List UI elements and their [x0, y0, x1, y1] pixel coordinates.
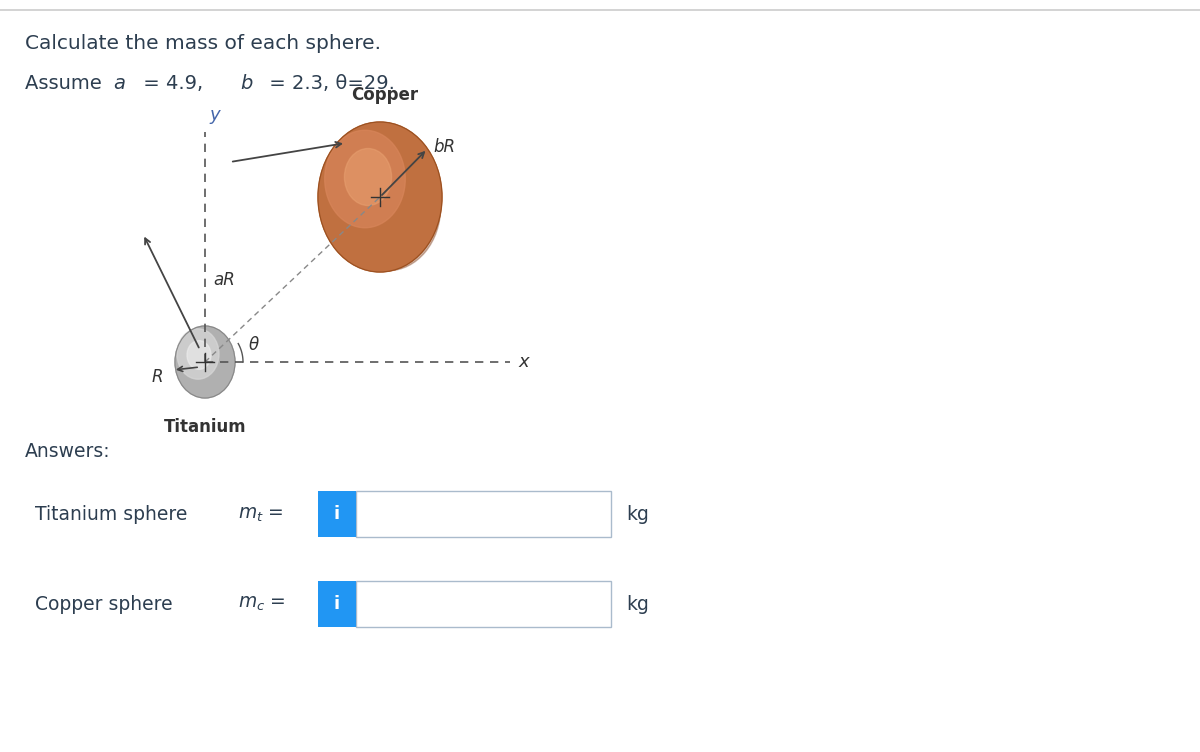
FancyBboxPatch shape [318, 491, 356, 537]
Text: a: a [113, 74, 125, 93]
Text: Assume: Assume [25, 74, 108, 93]
FancyBboxPatch shape [356, 491, 611, 537]
Text: b: b [240, 74, 252, 93]
Text: kg: kg [626, 595, 649, 614]
Text: $m_t$ =: $m_t$ = [238, 505, 283, 523]
Ellipse shape [178, 329, 218, 379]
Text: i: i [334, 505, 340, 523]
Text: y: y [209, 106, 220, 124]
Text: θ: θ [250, 336, 259, 354]
Text: = 2.3, θ=29.: = 2.3, θ=29. [263, 74, 395, 93]
Text: = 4.9,: = 4.9, [137, 74, 209, 93]
FancyBboxPatch shape [356, 581, 611, 627]
Text: aR: aR [214, 271, 235, 289]
Text: Calculate the mass of each sphere.: Calculate the mass of each sphere. [25, 34, 382, 53]
Text: Answers:: Answers: [25, 442, 110, 461]
FancyBboxPatch shape [318, 581, 356, 627]
Ellipse shape [187, 341, 211, 369]
Ellipse shape [192, 346, 230, 393]
Text: $m_c$ =: $m_c$ = [238, 595, 286, 614]
Text: i: i [334, 595, 340, 613]
Text: Copper sphere: Copper sphere [35, 595, 173, 614]
Ellipse shape [344, 148, 391, 205]
Ellipse shape [335, 143, 440, 271]
Text: Titanium: Titanium [163, 418, 246, 436]
Text: Copper: Copper [352, 86, 419, 104]
Text: Titanium sphere: Titanium sphere [35, 505, 187, 523]
Ellipse shape [175, 326, 235, 398]
Text: R: R [151, 368, 163, 386]
Ellipse shape [325, 130, 406, 228]
Text: kg: kg [626, 505, 649, 523]
Text: bR: bR [433, 138, 456, 156]
Ellipse shape [318, 122, 442, 272]
Text: x: x [518, 353, 529, 371]
